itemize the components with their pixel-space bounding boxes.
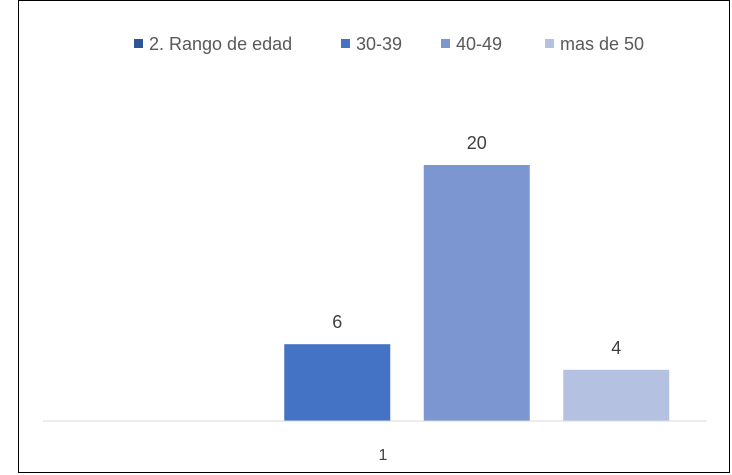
data-label-3: 4	[611, 338, 621, 358]
legend: 2. Rango de edad 30-39 40-49 mas de 50	[134, 34, 644, 54]
legend-swatch-3	[545, 39, 554, 48]
bar-chart: 2. Rango de edad 30-39 40-49 mas de 50 6 20 4…	[43, 34, 707, 464]
legend-label-1: 30-39	[356, 34, 402, 54]
legend-swatch-1	[341, 39, 350, 48]
bar-1	[284, 344, 391, 421]
legend-item-0: 2. Rango de edad	[134, 34, 292, 54]
x-axis-ticks: 1	[379, 447, 388, 464]
bar-3	[563, 369, 670, 421]
legend-item-3: mas de 50	[545, 34, 644, 54]
x-tick-label-0: 1	[379, 447, 388, 464]
data-label-1: 6	[332, 312, 342, 332]
legend-label-0: 2. Rango de edad	[149, 34, 292, 54]
chart-frame: 2. Rango de edad 30-39 40-49 mas de 50 6 20 4…	[18, 0, 730, 473]
legend-item-2: 40-49	[441, 34, 502, 54]
legend-label-2: 40-49	[456, 34, 502, 54]
legend-swatch-0	[134, 39, 143, 48]
bars: 6 20 4	[284, 133, 670, 421]
data-label-2: 20	[467, 133, 487, 153]
bar-2	[423, 165, 530, 421]
legend-swatch-2	[441, 39, 450, 48]
legend-label-3: mas de 50	[560, 34, 644, 54]
legend-item-1: 30-39	[341, 34, 402, 54]
